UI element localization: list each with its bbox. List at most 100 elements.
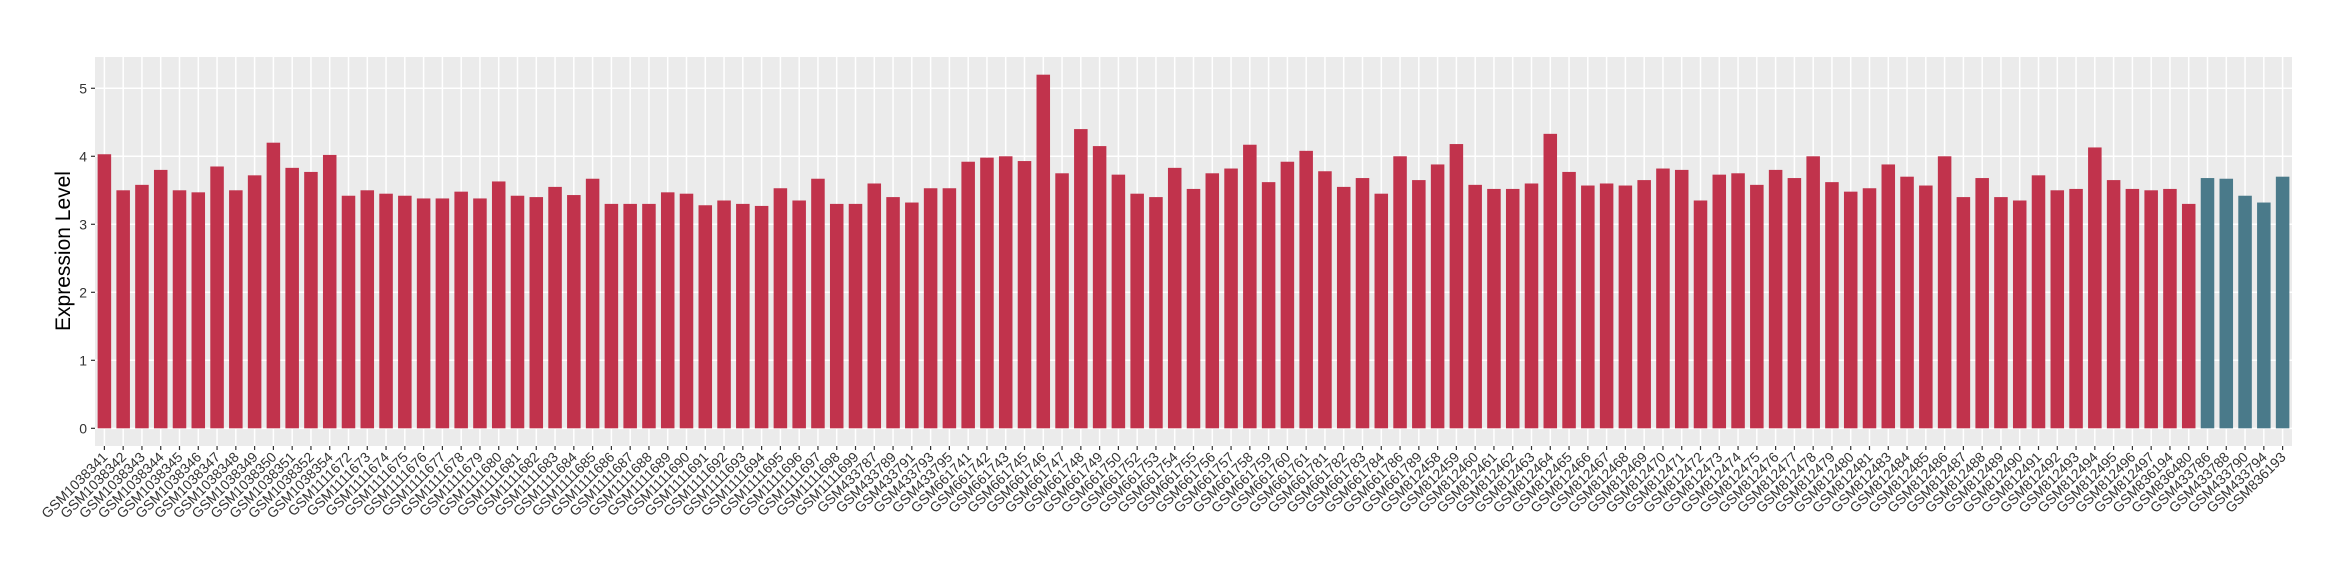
bar — [1186, 188, 1201, 429]
bar — [1412, 180, 1426, 429]
y-tick-label: 4 — [79, 148, 87, 164]
bar — [1036, 74, 1051, 429]
bar — [1656, 168, 1670, 429]
bar — [998, 156, 1013, 429]
bar — [341, 195, 356, 429]
bar — [135, 184, 149, 429]
bar — [97, 154, 112, 429]
bar — [604, 203, 619, 429]
bar — [266, 142, 281, 429]
bar — [2069, 188, 2083, 429]
bar — [1449, 144, 1464, 429]
bar — [679, 193, 694, 429]
bar — [1881, 164, 1896, 429]
bar — [1167, 167, 1182, 429]
bar — [416, 198, 431, 429]
bar — [1599, 183, 1614, 429]
bar — [1336, 186, 1351, 429]
bar — [2275, 176, 2290, 429]
y-tick-label: 1 — [79, 352, 87, 368]
bar — [829, 203, 844, 429]
bar — [2257, 202, 2271, 429]
y-tick-label: 3 — [79, 216, 87, 232]
bar — [1768, 169, 1783, 429]
bar — [1318, 171, 1332, 429]
bar — [585, 178, 600, 429]
bar — [1149, 197, 1163, 429]
bar — [1581, 185, 1595, 429]
bar — [717, 200, 731, 429]
bar — [1205, 173, 1220, 429]
bar — [247, 175, 262, 429]
bar — [1900, 176, 1914, 429]
bar — [1055, 173, 1069, 429]
bar — [811, 178, 825, 429]
bar — [1843, 191, 1858, 429]
bar — [1487, 188, 1501, 429]
bar — [1750, 184, 1764, 429]
bar — [210, 166, 224, 429]
bar — [1937, 156, 1952, 429]
y-tick-label: 5 — [79, 80, 87, 96]
bar — [548, 186, 562, 429]
bar — [2012, 200, 2027, 429]
bar — [1919, 185, 1933, 429]
bar — [1862, 188, 1877, 429]
bar — [660, 192, 675, 429]
bar — [1374, 193, 1389, 429]
bar — [398, 195, 412, 429]
bar — [642, 203, 656, 429]
y-tick-label: 2 — [79, 284, 87, 300]
bar — [1637, 180, 1651, 429]
bar — [1430, 164, 1445, 429]
bar — [1825, 182, 1839, 429]
bar — [623, 203, 637, 429]
bar — [1524, 183, 1539, 429]
bar — [1280, 161, 1295, 429]
bar — [2125, 188, 2140, 429]
bar — [773, 188, 788, 429]
bar — [454, 191, 468, 429]
bar — [1975, 178, 1989, 429]
bar — [1731, 173, 1745, 429]
bar — [1074, 129, 1088, 429]
bar — [1017, 161, 1032, 429]
bar — [1543, 133, 1558, 429]
bar — [153, 169, 168, 429]
bar — [1111, 174, 1126, 429]
bar — [304, 171, 318, 429]
bar — [1806, 156, 1820, 429]
bar — [1787, 178, 1802, 429]
bar — [905, 202, 919, 429]
bar — [491, 181, 506, 429]
bar — [736, 203, 750, 429]
bar — [2219, 178, 2234, 429]
bar — [1468, 184, 1482, 429]
bar — [2181, 203, 2196, 429]
bar — [1712, 174, 1727, 429]
bar — [2106, 180, 2121, 429]
bar — [229, 190, 243, 429]
bar — [529, 197, 544, 429]
bar — [473, 198, 487, 429]
bar — [2200, 178, 2215, 429]
bar — [1618, 185, 1633, 429]
bar — [1243, 144, 1257, 429]
bar — [360, 190, 375, 429]
bar — [2144, 190, 2158, 429]
bar — [172, 190, 187, 429]
bar — [2050, 190, 2065, 429]
bar — [191, 192, 206, 429]
bar — [1505, 188, 1520, 429]
bar — [980, 157, 994, 429]
bar — [1261, 182, 1276, 429]
bar — [698, 205, 713, 429]
bar — [2031, 175, 2046, 429]
bar — [1693, 200, 1708, 429]
bar — [2163, 188, 2177, 429]
bar — [1299, 150, 1313, 429]
bar — [792, 200, 806, 429]
bar — [1994, 197, 2008, 429]
bar — [867, 183, 882, 429]
